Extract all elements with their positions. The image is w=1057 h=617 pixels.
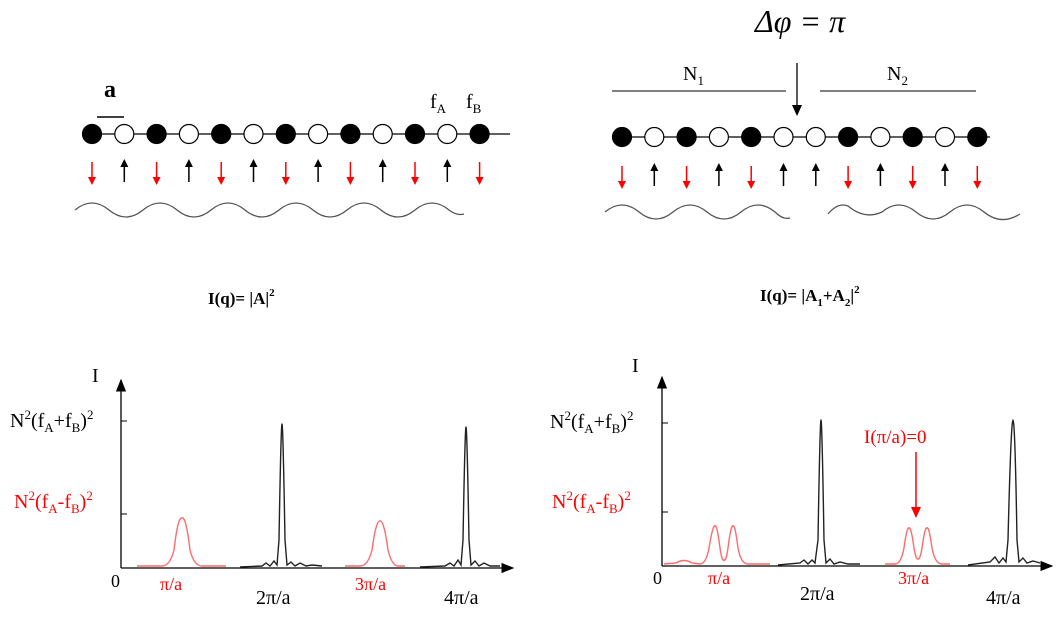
right-formula: I(q)= |A1+A2|2 (760, 284, 860, 309)
atom-open (708, 126, 730, 148)
spin-down-arrow (152, 162, 161, 185)
spin-down-arrow (411, 162, 419, 185)
right-tick-4pi: 4π/a (986, 587, 1021, 609)
atom-open (870, 126, 891, 148)
atom-open (805, 126, 826, 148)
atom-open (243, 123, 264, 145)
atom-filled (967, 126, 988, 148)
left-black-peak-2pi (239, 423, 323, 568)
atom-filled (741, 126, 762, 148)
left-tick-3pi: 3π/a (355, 574, 386, 594)
spin-down-arrow (346, 162, 355, 185)
atom-filled (81, 123, 103, 145)
fb-label: fB (466, 91, 482, 116)
spin-down-arrow (747, 166, 756, 189)
right-lattice: Δφ = π N1 N2 I(q)= |A1+A2|2 (604, 3, 1021, 309)
spin-up-arrow (314, 159, 323, 182)
atom-filled (611, 126, 633, 148)
right-tick-pi: π/a (708, 568, 730, 588)
spin-down-arrow (844, 166, 853, 189)
spin-up-arrow (779, 163, 788, 186)
phase-shift-label: Δφ = π (753, 3, 846, 39)
spin-up-arrow (249, 159, 258, 182)
spin-up-arrow (443, 159, 452, 182)
right-spin-arrows (618, 163, 982, 189)
atom-filled (340, 123, 361, 145)
annotation-arrowhead (911, 507, 921, 518)
left-y-axis-label: I (92, 365, 99, 387)
left-tick-pi: π/a (160, 574, 182, 594)
spin-up-arrow (876, 163, 885, 186)
spin-up-arrow (378, 159, 387, 182)
atom-open (773, 126, 794, 148)
fa-label: fA (430, 91, 447, 116)
right-black-peak-2pi (777, 419, 860, 566)
spin-down-arrow (682, 166, 691, 189)
left-red-peak-pi (137, 517, 226, 567)
right-red-double-peak-pi (663, 525, 770, 565)
atom-filled (211, 123, 232, 145)
left-low-label: N2(fA-fB)2 (14, 488, 93, 516)
left-origin-label: 0 (111, 571, 120, 591)
atom-filled (404, 123, 426, 145)
zero-intensity-annotation: I(π/a)=0 (864, 427, 927, 448)
right-y-axis-label: I (632, 355, 639, 377)
n1-label: N1 (683, 63, 704, 88)
right-high-label: N2(fA+fB)2 (550, 408, 633, 436)
atom-filled (275, 123, 296, 145)
left-plot: I 0 N2(fA+fB)2 N2(fA-fB)2 π/a 2π/a 3π/a … (10, 365, 515, 609)
spin-down-arrow (281, 162, 290, 185)
right-wave-1 (604, 204, 791, 220)
lattice-constant-label: a (104, 77, 116, 103)
spin-up-arrow (714, 163, 723, 186)
right-red-double-peak-3pi (885, 527, 950, 565)
left-black-peak-4pi (419, 426, 500, 568)
spin-up-arrow (120, 159, 129, 182)
left-spin-arrows (88, 159, 484, 185)
atom-open (372, 123, 393, 145)
atom-open (934, 126, 956, 148)
atom-filled (146, 123, 167, 145)
right-wave-2 (827, 204, 1021, 221)
left-lattice: a fA fB I(q)= |A|2 (74, 77, 510, 308)
right-origin-label: 0 (653, 568, 662, 588)
atom-open (644, 126, 665, 148)
atom-filled (676, 126, 697, 148)
atom-open (308, 123, 329, 145)
left-high-label: N2(fA+fB)2 (10, 407, 93, 435)
atom-filled (837, 126, 859, 148)
atom-filled (902, 126, 923, 148)
left-wave (74, 202, 465, 218)
right-low-label: N2(fA-fB)2 (552, 488, 631, 516)
right-tick-2pi: 2π/a (800, 583, 835, 605)
atom-open (178, 123, 199, 145)
spin-down-arrow (217, 162, 226, 185)
spin-down-arrow (475, 162, 484, 185)
left-tick-2pi: 2π/a (256, 587, 291, 609)
spin-down-arrow (88, 162, 96, 185)
right-tick-3pi: 3π/a (898, 568, 929, 588)
phase-boundary-arrowhead (792, 105, 802, 116)
right-atoms (611, 126, 988, 148)
spin-down-arrow (973, 166, 982, 189)
spin-up-arrow (941, 163, 949, 186)
right-plot: I 0 N2(fA+fB)2 N2(fA-fB)2 I(π/a)=0 π/a 2… (550, 355, 1054, 609)
n2-label: N2 (887, 63, 908, 88)
right-black-peak-4pi (967, 419, 1041, 566)
spin-down-arrow (908, 166, 917, 189)
left-red-peak-3pi (345, 520, 405, 567)
left-atoms (81, 123, 490, 145)
left-tick-4pi: 4π/a (444, 587, 479, 609)
spin-down-arrow (618, 166, 626, 189)
spin-up-arrow (811, 163, 820, 186)
atom-filled (469, 123, 490, 145)
spin-up-arrow (650, 163, 659, 186)
spin-up-arrow (184, 159, 193, 182)
atom-open (437, 123, 458, 145)
atom-open (114, 123, 135, 145)
left-formula: I(q)= |A|2 (208, 287, 275, 308)
